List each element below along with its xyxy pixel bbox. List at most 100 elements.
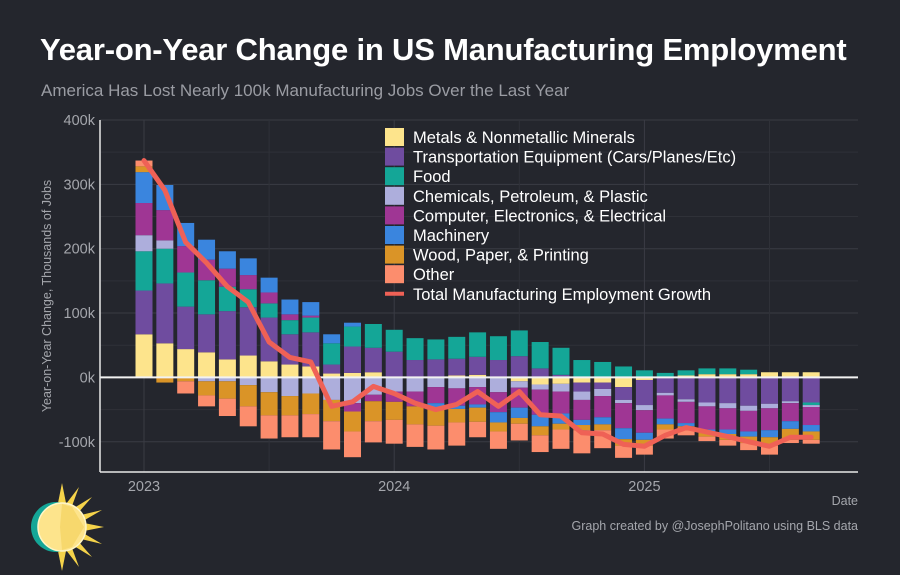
- legend-label: Computer, Electronics, & Electrical: [413, 207, 666, 225]
- bar-segment: [448, 422, 466, 446]
- bar-segment: [385, 377, 403, 392]
- bar-segment: [302, 377, 320, 394]
- bar-segment: [323, 373, 341, 378]
- bar-segment: [218, 251, 236, 269]
- legend-swatch: [385, 226, 404, 244]
- bar-segment: [761, 372, 778, 378]
- bar-segment: [448, 336, 466, 359]
- x-tick-label: 2023: [128, 479, 160, 495]
- bar-segment: [573, 377, 591, 383]
- bar-segment: [489, 336, 507, 361]
- bar-segment: [323, 421, 341, 450]
- bar-segment: [510, 377, 528, 382]
- bar-segment: [156, 343, 174, 378]
- bar-segment: [531, 384, 549, 390]
- bar-segment: [740, 431, 758, 437]
- bar-segment: [344, 411, 361, 432]
- legend-swatch: [385, 265, 404, 284]
- bar-segment: [406, 377, 424, 392]
- bar-segment: [177, 246, 195, 273]
- bar-segment: [281, 396, 299, 416]
- bar-segment: [239, 355, 257, 378]
- bar-segment: [469, 332, 487, 357]
- bar-segment: [344, 431, 361, 458]
- bar-segment: [177, 381, 195, 394]
- bar-segment: [635, 379, 653, 406]
- bar-segment: [302, 317, 320, 333]
- bar-segment: [552, 391, 570, 414]
- bar-segment: [615, 377, 633, 388]
- legend-item: Wood, Paper, & Printing: [385, 245, 589, 265]
- bar-segment: [698, 377, 716, 403]
- legend-label: Metals & Nonmetallic Minerals: [413, 129, 635, 147]
- bar-segment: [364, 421, 382, 443]
- bar-segment: [635, 439, 653, 446]
- bar-segment: [761, 403, 778, 409]
- bar-segment: [531, 368, 549, 378]
- x-axis-title: Date: [831, 494, 858, 508]
- bar-segment: [740, 374, 758, 378]
- bar-segment: [260, 361, 278, 378]
- bar-segment: [344, 326, 361, 347]
- bar-segment: [677, 399, 695, 402]
- bar-segment: [719, 368, 737, 375]
- y-tick-label: 400k: [64, 113, 96, 129]
- bar-segment: [740, 369, 758, 375]
- bar-segment: [302, 315, 320, 318]
- bar-segment: [594, 388, 612, 397]
- bar-segment: [469, 407, 487, 422]
- bar-segment: [698, 432, 716, 437]
- bar-segment: [323, 343, 341, 365]
- bar-segment: [198, 395, 216, 407]
- bar-segment: [573, 430, 591, 454]
- bar-segment: [239, 406, 257, 427]
- bar-segment: [635, 410, 653, 433]
- bar-segment: [635, 405, 653, 411]
- bar-segment: [573, 419, 591, 426]
- legend-swatch: [385, 186, 404, 205]
- legend-label: Chemicals, Petroleum, & Plastic: [413, 188, 648, 206]
- bar-segment: [239, 275, 257, 290]
- bar-segment: [719, 374, 737, 378]
- bar-segment: [635, 370, 653, 378]
- legend-label: Total Manufacturing Employment Growth: [413, 286, 711, 304]
- bar-segment: [385, 351, 403, 378]
- bar-segment: [489, 360, 507, 378]
- bar-segment: [260, 303, 278, 318]
- bar-segment: [552, 374, 570, 378]
- legend-swatch: [385, 167, 404, 186]
- bar-segment: [677, 423, 695, 427]
- bar-segment: [344, 322, 361, 327]
- legend-label: Wood, Paper, & Printing: [413, 247, 589, 265]
- legend-swatch: [385, 128, 404, 146]
- bar-segment: [594, 361, 612, 378]
- bar-segment: [510, 381, 528, 388]
- sun-logo-icon: [31, 483, 104, 571]
- bar-segment: [239, 289, 257, 308]
- bar-segment: [156, 377, 174, 383]
- bar-segment: [719, 377, 737, 404]
- bar-segment: [469, 377, 487, 388]
- bar-segment: [218, 381, 236, 399]
- bar-segment: [802, 372, 820, 378]
- legend-label: Transportation Equipment (Cars/Planes/Et…: [413, 149, 736, 167]
- bar-segment: [761, 408, 778, 431]
- bar-segment: [218, 398, 236, 417]
- bar-segment: [135, 172, 153, 204]
- bar-segment: [177, 272, 195, 307]
- bar-segment: [781, 377, 799, 402]
- bar-segment: [323, 334, 341, 344]
- x-tick-label: 2025: [628, 479, 660, 495]
- bar-segment: [198, 377, 216, 382]
- bar-segment: [239, 385, 257, 407]
- bar-segment: [761, 437, 778, 446]
- bar-segment: [302, 302, 320, 316]
- bar-segment: [740, 410, 758, 432]
- bar-segment: [156, 283, 174, 344]
- legend-item: Computer, Electronics, & Electrical: [385, 206, 666, 225]
- total-growth-line: [141, 158, 814, 449]
- bar-segment: [260, 292, 278, 304]
- legend-label: Other: [413, 266, 455, 284]
- legend-item: Total Manufacturing Employment Growth: [385, 286, 711, 304]
- bar-segment: [615, 445, 633, 458]
